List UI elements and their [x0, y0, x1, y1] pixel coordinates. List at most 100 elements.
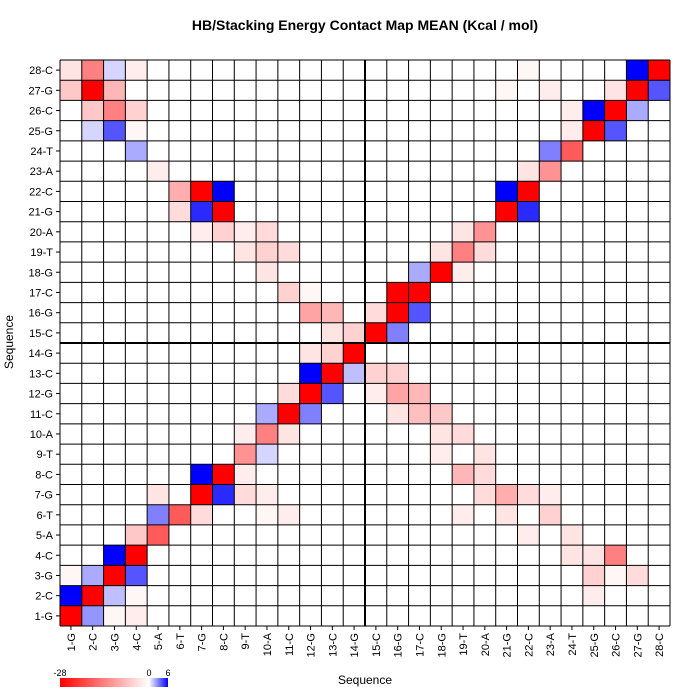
heatmap-cell	[234, 423, 257, 445]
heatmap-cell	[277, 504, 300, 525]
y-tick-label: 11-C	[30, 409, 53, 421]
heatmap-cell	[539, 140, 562, 162]
x-tick-label: 9-T	[240, 633, 252, 650]
heatmap-cell	[473, 221, 496, 242]
heatmap-cell	[604, 545, 627, 566]
heatmap-cell	[212, 221, 235, 242]
heatmap-cell	[495, 201, 518, 222]
heatmap-cell	[604, 120, 627, 141]
x-tick-label: 19-T	[458, 633, 470, 656]
heatmap-cell	[452, 464, 474, 485]
x-tick-label: 2-C	[88, 633, 100, 651]
heatmap-cell	[234, 484, 257, 505]
heatmap-cell	[561, 140, 583, 162]
colorbar-tick-zero: 0	[146, 668, 151, 678]
heatmap-cell	[125, 565, 148, 586]
y-tick-label: 1-G	[35, 611, 53, 623]
heatmap-cell	[495, 80, 518, 101]
y-axis-tick-labels: 1-G 2-C 3-G 4-C 5-A 6-T 7-G 8-C 9-T 10-A 11-C 12-G 1…	[29, 65, 60, 623]
x-tick-label: 27-G	[632, 633, 644, 657]
heatmap-cell	[517, 201, 540, 222]
heatmap-cell	[103, 60, 126, 81]
y-tick-label: 19-T	[30, 247, 53, 259]
heatmap-cell	[582, 120, 605, 141]
y-tick-label: 5-A	[36, 530, 54, 542]
y-tick-label: 23-A	[30, 166, 54, 178]
heatmap-cell	[452, 262, 474, 283]
x-axis-label: Sequence	[338, 673, 392, 687]
y-tick-label: 2-C	[35, 591, 53, 603]
heatmap-cell	[582, 545, 605, 566]
heatmap-cell	[473, 241, 496, 263]
heatmap-cell	[430, 423, 453, 445]
y-tick-label: 13-C	[29, 368, 53, 380]
heatmap-cell	[473, 444, 496, 465]
x-tick-label: 6-T	[175, 633, 187, 650]
colorbar: -28 0 6	[53, 668, 171, 687]
heatmap-cell	[452, 221, 474, 242]
heatmap-cell	[299, 363, 322, 384]
heatmap-cell	[147, 484, 169, 505]
heatmap-cell	[81, 120, 104, 141]
heatmap-cell	[473, 484, 496, 505]
colorbar-gradient	[60, 678, 168, 687]
heatmap-cell	[343, 322, 365, 343]
heatmap-cell	[430, 262, 453, 283]
heatmap-cell	[147, 524, 169, 546]
heatmap-cell	[321, 322, 344, 343]
y-tick-label: 8-C	[35, 469, 53, 481]
heatmap-cell	[103, 605, 126, 626]
heatmap-cell	[277, 403, 300, 424]
heatmap-cell	[604, 565, 627, 586]
heatmap-cell	[190, 201, 213, 222]
heatmap-cell	[81, 100, 104, 121]
heatmap-cell	[452, 504, 474, 525]
heatmap-cell	[125, 100, 148, 121]
heatmap-cell	[495, 181, 518, 202]
x-axis-tick-labels: 1-G 2-C 3-G 4-C 5-A 6-T 7-G 8-C 9-T 10-A 11-C 12-G 1…	[66, 626, 666, 657]
y-tick-label: 17-C	[29, 287, 53, 299]
heatmap-cell	[604, 100, 627, 121]
heatmap-cell	[81, 585, 104, 606]
heatmap-cell	[582, 100, 605, 121]
heatmap-cell	[517, 484, 540, 505]
x-tick-label: 23-A	[545, 632, 557, 656]
heatmap-cell	[234, 221, 257, 242]
heatmap-cell	[452, 423, 474, 445]
heatmap-cell	[168, 201, 191, 222]
heatmap-cell	[125, 60, 148, 81]
heatmap-cell	[125, 120, 148, 141]
heatmap-cell	[234, 464, 257, 485]
heatmap-cell	[321, 343, 344, 364]
heatmap-cell	[343, 343, 365, 364]
heatmap-cell	[386, 363, 409, 384]
heatmap-cell	[365, 302, 387, 323]
heatmap-cell	[430, 241, 453, 263]
heatmap-cell	[277, 282, 300, 303]
x-tick-label: 7-G	[197, 633, 209, 651]
heatmap-cell	[103, 120, 126, 141]
heatmap-cell	[168, 504, 191, 525]
heatmap-cell	[452, 241, 474, 263]
heatmap-cell	[256, 423, 278, 445]
x-tick-label: 13-C	[327, 633, 339, 657]
chart-title: HB/Stacking Energy Contact Map MEAN (Kca…	[192, 17, 538, 33]
y-tick-label: 20-A	[30, 227, 54, 239]
heatmap-cells	[60, 60, 670, 626]
x-tick-label: 21-G	[502, 633, 514, 657]
y-tick-label: 27-G	[29, 85, 53, 97]
heatmap-cell	[103, 545, 126, 566]
y-tick-label: 9-T	[37, 449, 54, 461]
x-tick-label: 17-C	[414, 633, 426, 657]
heatmap-cell	[190, 221, 213, 242]
heatmap-cell	[539, 161, 562, 182]
heatmap-cell	[539, 80, 562, 101]
y-tick-label: 16-G	[29, 308, 53, 320]
heatmap-cell	[103, 565, 126, 586]
heatmap-cell	[103, 80, 126, 101]
heatmap-cell	[256, 504, 278, 525]
heatmap-cell	[365, 363, 387, 384]
heatmap-cell	[386, 383, 409, 404]
y-tick-label: 15-C	[29, 328, 53, 340]
heatmap-cell	[626, 60, 649, 81]
